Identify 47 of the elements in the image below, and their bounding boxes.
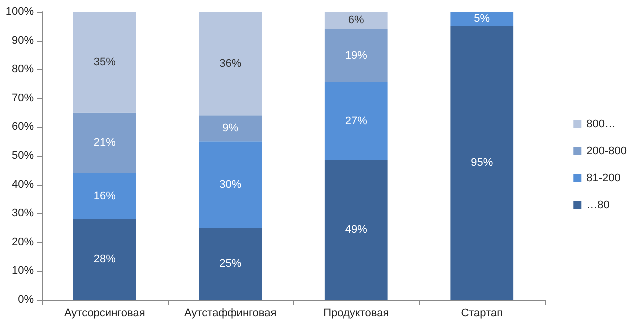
x-tick-label: Стартап [461,308,504,320]
y-tick-label: 40% [12,178,34,191]
bar [199,116,262,142]
y-tick-label: 30% [12,208,34,220]
y-tick-label: 70% [12,92,34,104]
x-tick-label: Аутсорсинговая [64,308,146,320]
bar [73,12,136,113]
bar [73,219,136,300]
data-label: 35% [94,56,116,68]
data-label: 28% [94,254,116,266]
data-label: 27% [345,115,368,128]
bar [324,29,388,83]
bar [324,160,388,300]
y-tick-label: 50% [12,150,34,162]
bar [199,12,262,116]
x-tick-label: Аутстаффинговая [184,308,277,320]
data-label: 6% [348,14,365,27]
bar [199,142,262,228]
data-label: 95% [471,157,494,170]
x-tick-label: Продуктовая [324,308,390,320]
legend-label: 200-800 [586,146,628,158]
data-label: 36% [220,58,242,70]
y-tick-label: 60% [12,121,34,134]
y-tick-label: 0% [18,294,34,306]
bar [450,12,514,26]
legend-label: …80 [586,200,610,212]
bar [73,173,136,220]
bar [324,82,388,160]
bar [324,12,388,30]
legend-label: 800… [586,118,616,130]
y-tick-label: 10% [12,265,34,278]
legend-label: 81-200 [586,172,621,184]
data-label: 25% [220,258,242,270]
data-label: 30% [220,178,242,191]
y-tick-label: 20% [12,236,34,248]
data-label: 9% [222,122,239,135]
data-label: 21% [94,137,116,150]
y-tick-label: 100% [6,6,34,18]
bar [450,26,514,300]
data-label: 5% [474,13,490,26]
y-tick-label: 90% [12,34,34,47]
data-label: 49% [345,224,368,236]
data-label: 19% [345,50,368,62]
bar [199,228,262,300]
bar [73,112,136,174]
y-tick-label: 80% [12,64,34,76]
data-label: 16% [94,190,116,202]
